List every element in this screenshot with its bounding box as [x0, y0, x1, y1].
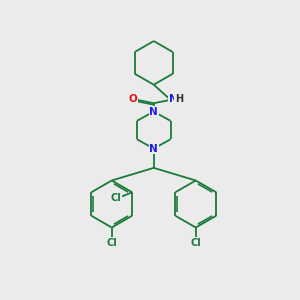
Text: N: N	[169, 94, 177, 104]
Text: Cl: Cl	[106, 238, 117, 248]
Text: O: O	[128, 94, 137, 104]
Text: H: H	[175, 94, 183, 104]
Text: N: N	[149, 106, 158, 117]
Text: Cl: Cl	[190, 238, 201, 248]
Text: N: N	[149, 144, 158, 154]
Text: Cl: Cl	[111, 193, 122, 203]
